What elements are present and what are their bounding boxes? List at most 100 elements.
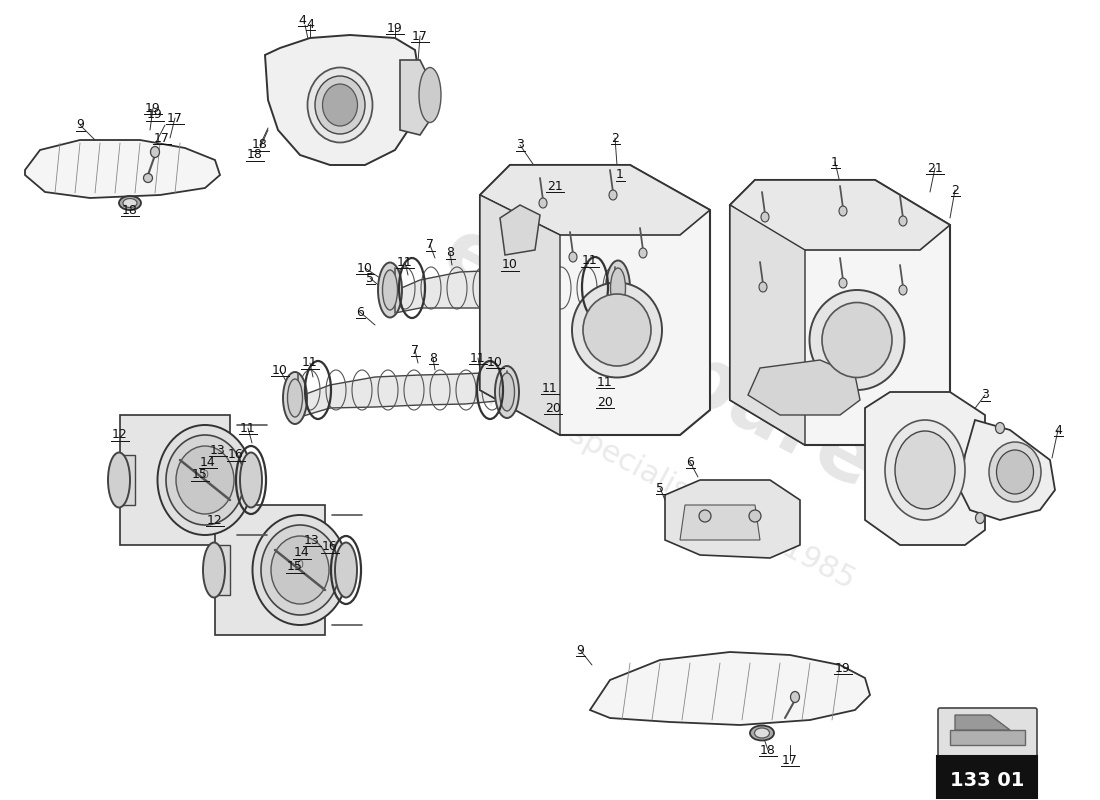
Text: a parts specialist since 1985: a parts specialist since 1985 — [461, 365, 859, 595]
Text: 1: 1 — [832, 155, 839, 169]
Text: 17: 17 — [167, 111, 183, 125]
Text: 17: 17 — [412, 30, 428, 42]
Ellipse shape — [989, 442, 1041, 502]
Text: 14: 14 — [200, 455, 216, 469]
Ellipse shape — [378, 262, 402, 318]
Ellipse shape — [839, 278, 847, 288]
Text: 6: 6 — [356, 306, 364, 318]
Ellipse shape — [143, 174, 153, 182]
Text: 21: 21 — [547, 179, 563, 193]
Text: 11: 11 — [542, 382, 558, 394]
Ellipse shape — [253, 515, 348, 625]
Text: 2: 2 — [952, 183, 959, 197]
Text: 133 01: 133 01 — [949, 770, 1024, 790]
Text: 1: 1 — [616, 169, 624, 182]
Text: 2: 2 — [612, 131, 619, 145]
Text: 17: 17 — [154, 131, 169, 145]
Polygon shape — [290, 372, 508, 420]
Ellipse shape — [886, 420, 965, 520]
Text: 0: 0 — [297, 560, 304, 570]
Polygon shape — [265, 35, 420, 165]
Text: 11: 11 — [240, 422, 256, 434]
Ellipse shape — [151, 146, 160, 158]
Text: 15: 15 — [192, 469, 208, 482]
Text: 11: 11 — [302, 357, 318, 370]
Polygon shape — [120, 455, 135, 505]
Text: 17: 17 — [782, 754, 797, 766]
Ellipse shape — [839, 206, 847, 216]
Ellipse shape — [322, 84, 358, 126]
Text: 4: 4 — [1054, 423, 1062, 437]
Text: 3: 3 — [516, 138, 524, 151]
Text: 7: 7 — [426, 238, 434, 251]
Text: 13: 13 — [304, 534, 320, 546]
Text: 11: 11 — [582, 254, 598, 267]
Text: 11: 11 — [397, 255, 412, 269]
Text: 10: 10 — [502, 258, 518, 271]
Text: 10: 10 — [358, 262, 373, 274]
Text: 0: 0 — [201, 470, 209, 480]
Ellipse shape — [157, 425, 253, 535]
Ellipse shape — [610, 268, 626, 308]
Polygon shape — [960, 420, 1055, 520]
Ellipse shape — [609, 190, 617, 200]
Polygon shape — [730, 180, 950, 445]
Polygon shape — [480, 165, 710, 435]
Ellipse shape — [755, 728, 770, 738]
Ellipse shape — [569, 252, 578, 262]
Ellipse shape — [271, 536, 329, 604]
Ellipse shape — [240, 453, 262, 507]
Text: 11: 11 — [470, 351, 486, 365]
Text: 18: 18 — [252, 138, 268, 151]
Text: 4: 4 — [306, 18, 313, 30]
Text: 19: 19 — [835, 662, 851, 674]
Ellipse shape — [166, 435, 244, 525]
Ellipse shape — [204, 542, 226, 598]
Text: 10: 10 — [487, 355, 503, 369]
Text: 5: 5 — [656, 482, 664, 494]
Ellipse shape — [119, 196, 141, 210]
Text: 21: 21 — [927, 162, 943, 174]
Text: 3: 3 — [981, 389, 989, 402]
Text: 18: 18 — [760, 743, 775, 757]
Ellipse shape — [176, 446, 234, 514]
Text: 10: 10 — [272, 363, 288, 377]
Polygon shape — [680, 505, 760, 540]
Polygon shape — [480, 195, 560, 435]
Polygon shape — [480, 165, 710, 235]
Polygon shape — [955, 715, 1010, 730]
Ellipse shape — [499, 373, 515, 411]
Ellipse shape — [336, 542, 358, 598]
Text: eurospares: eurospares — [428, 210, 932, 530]
Ellipse shape — [308, 67, 373, 142]
Ellipse shape — [419, 67, 441, 122]
Text: 9: 9 — [76, 118, 84, 131]
Ellipse shape — [761, 212, 769, 222]
Ellipse shape — [287, 379, 303, 417]
Polygon shape — [666, 480, 800, 558]
Ellipse shape — [698, 510, 711, 522]
Polygon shape — [865, 392, 984, 545]
Text: 19: 19 — [145, 102, 161, 114]
Ellipse shape — [383, 270, 397, 310]
Ellipse shape — [123, 198, 138, 207]
Text: 18: 18 — [122, 203, 138, 217]
Text: 4: 4 — [298, 14, 306, 26]
Text: 20: 20 — [546, 402, 561, 414]
FancyBboxPatch shape — [937, 756, 1037, 798]
Polygon shape — [214, 545, 230, 595]
Text: 18: 18 — [248, 149, 263, 162]
Text: 8: 8 — [446, 246, 454, 259]
Ellipse shape — [791, 691, 800, 702]
Text: 12: 12 — [112, 429, 128, 442]
Polygon shape — [748, 360, 860, 415]
Ellipse shape — [899, 285, 907, 295]
Ellipse shape — [749, 510, 761, 522]
Text: 19: 19 — [387, 22, 403, 34]
Ellipse shape — [108, 453, 130, 507]
Text: 19: 19 — [147, 109, 163, 122]
Text: 8: 8 — [429, 351, 437, 365]
Polygon shape — [214, 505, 324, 635]
Text: 15: 15 — [287, 561, 303, 574]
Polygon shape — [730, 205, 805, 445]
